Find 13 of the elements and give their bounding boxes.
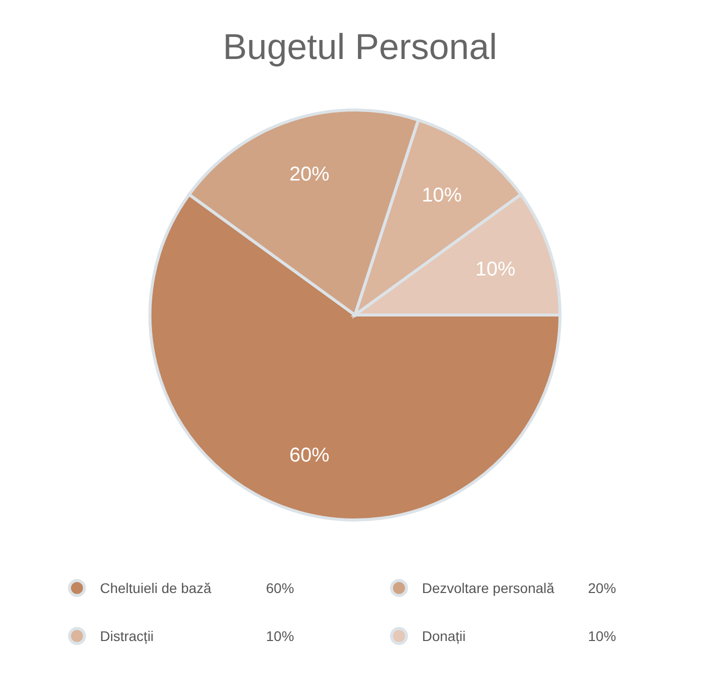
data-label: 20%	[289, 164, 330, 186]
text: 20%	[588, 580, 616, 596]
data-label: 60%	[289, 444, 330, 466]
legend-label: Cheltuieli de bază	[100, 580, 212, 596]
text: 10%	[588, 628, 616, 644]
chart-title: Bugetul Personal	[222, 26, 498, 68]
legend-label: Donații	[422, 628, 467, 644]
text: 60%	[266, 580, 294, 596]
data-label: 10%	[475, 258, 516, 280]
data-label: 10%	[422, 184, 462, 207]
legend-label: Dezvoltare personală	[422, 580, 556, 596]
text: 10%	[266, 628, 294, 644]
legend-label: Distracții	[100, 628, 155, 644]
